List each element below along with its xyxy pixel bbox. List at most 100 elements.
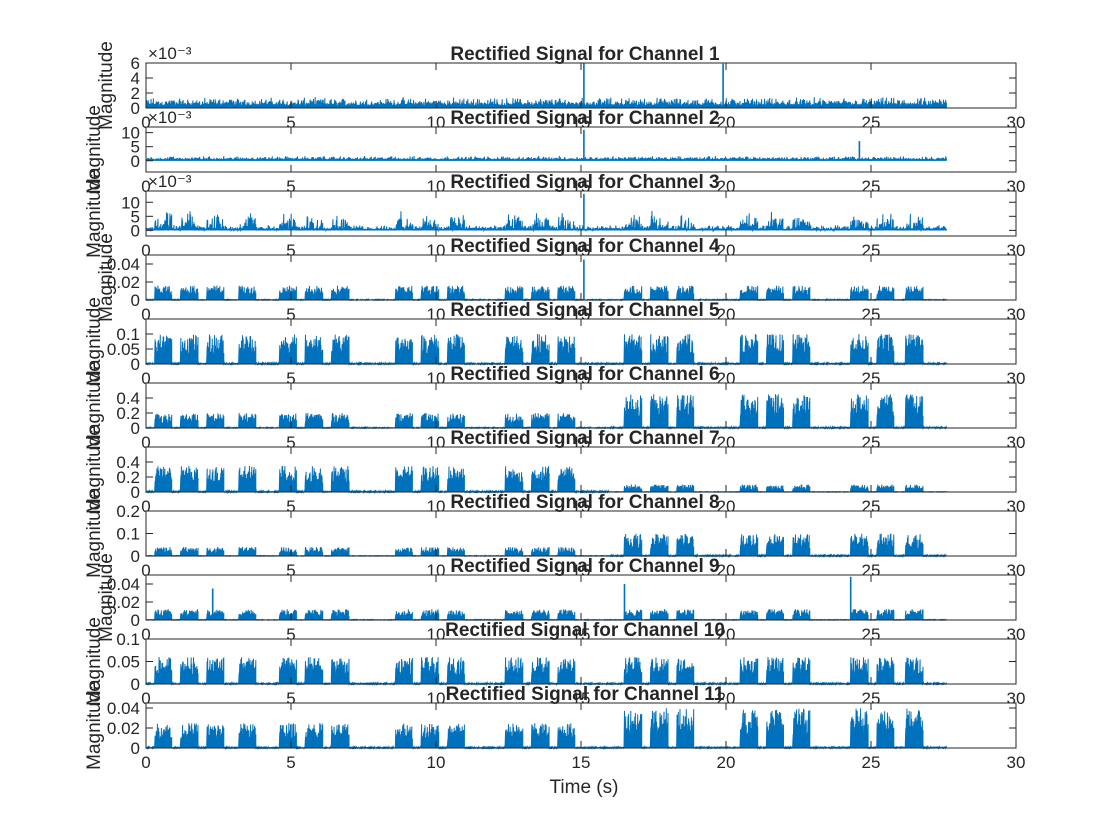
subplot-title: Rectified Signal for Channel 3	[450, 172, 719, 193]
subplot-channel-10: 00.050.10 5 10 15 20 25 30	[107, 630, 1026, 708]
y-tick-label: 6	[131, 54, 140, 73]
x-tick-label: 5	[286, 241, 295, 260]
x-tick-label: 0	[141, 433, 150, 452]
y-tick-label: 0	[131, 291, 140, 310]
subplot-title: Rectified Signal for Channel 2	[450, 108, 719, 129]
subplot-labels-9: Rectified Signal for Channel 9 Magnitude	[96, 553, 720, 642]
y-axis-label: Magnitude	[96, 553, 117, 642]
y-exponent-label: ×10⁻³	[148, 44, 192, 63]
subplot-labels-2: Rectified Signal for Channel 2 ×10⁻³ Magni…	[84, 105, 720, 194]
y-tick-label: 0	[131, 675, 140, 694]
subplot-title: Rectified Signal for Channel 7	[450, 428, 719, 449]
y-tick-label: 0.04	[107, 699, 140, 718]
x-tick-label: 0	[141, 241, 150, 260]
y-tick-label: 5	[131, 207, 140, 226]
subplot-channel-5: 00.050.10 5 10 15 20 25 30	[107, 318, 1025, 388]
subplot-overlays: Rectified Signal for Channel 1 ×10⁻³ Magni…	[84, 41, 1025, 798]
subplot-title: Rectified Signal for Channel 5	[450, 300, 720, 321]
y-tick-label: 0	[131, 739, 140, 758]
subplot-labels-7: Rectified Signal for Channel 7 Magnitude	[84, 425, 720, 514]
y-tick-label: 0.1	[116, 525, 140, 544]
y-tick-label: 0.04	[107, 575, 140, 594]
y-tick-label: 4	[131, 69, 140, 88]
x-tick-label: 0	[141, 753, 150, 772]
x-tick-label: 5	[286, 433, 295, 452]
subplot-channel-6: 00.20.40 5 10 15 20 25 30	[116, 382, 1025, 452]
subplot-labels-4: Rectified Signal for Channel 4 Magnitude	[96, 233, 720, 322]
y-tick-label: 0	[131, 152, 140, 171]
y-tick-label: 0.02	[107, 593, 140, 612]
y-tick-label: 0.2	[116, 404, 140, 423]
y-axis-label: Magnitude	[96, 233, 117, 322]
y-tick-label: 0.02	[107, 719, 140, 738]
x-tick-label: 5	[286, 497, 295, 516]
x-tick-label: 5	[286, 753, 295, 772]
y-axis-label: Magnitude	[84, 169, 105, 258]
y-tick-label: 0.05	[107, 340, 140, 359]
subplot-labels-6: Rectified Signal for Channel 6 Magnitude	[84, 361, 720, 450]
subplot-title: Rectified Signal for Channel 11	[446, 684, 725, 705]
y-exponent-label: ×10⁻³	[148, 172, 192, 191]
y-tick-label: 5	[131, 138, 140, 157]
y-exponent-label: ×10⁻³	[148, 108, 192, 127]
y-tick-label: 0	[131, 355, 140, 374]
y-tick-label: 0.1	[116, 325, 140, 344]
y-tick-label: 2	[131, 84, 140, 103]
y-tick-label: 10	[121, 124, 140, 143]
subplot-channel-4: 00.020.040 5 10 15 20 25 30	[107, 254, 1025, 324]
x-tick-label: 15	[572, 753, 591, 772]
subplot-labels-1: Rectified Signal for Channel 1 ×10⁻³ Magni…	[96, 41, 720, 130]
subplot-title: Rectified Signal for Channel 10	[445, 620, 725, 641]
y-tick-label: 0	[131, 483, 140, 502]
subplot-channel-8: 00.10.20 5 10 15 20 25 30	[116, 502, 1025, 580]
y-tick-label: 10	[121, 193, 140, 212]
x-tick-label: 5	[286, 369, 295, 388]
x-tick-label: 0	[141, 625, 150, 644]
subplot-title: Rectified Signal for Channel 6	[450, 364, 719, 385]
x-tick-label: 0	[141, 113, 150, 132]
axes-background	[146, 511, 1016, 556]
x-tick-label: 5	[286, 305, 295, 324]
y-axis-label: Magnitude	[84, 361, 105, 450]
subplot-title: Rectified Signal for Channel 4	[450, 236, 720, 257]
axes-background	[146, 127, 1016, 172]
y-axis-label: Magnitude	[84, 105, 105, 194]
signal-trace	[145, 210, 947, 233]
y-axis-label: Magnitude	[84, 297, 105, 386]
y-tick-label: 0.2	[116, 468, 140, 487]
subplot-title: Rectified Signal for Channel 9	[450, 556, 719, 577]
y-axis-label: Magnitude	[84, 681, 105, 770]
x-tick-label: 0	[141, 369, 150, 388]
y-tick-label: 0	[131, 611, 140, 630]
subplot-labels-10: Rectified Signal for Channel 10 Magnitude	[84, 617, 725, 706]
y-tick-label: 0	[131, 221, 140, 240]
x-tick-label: 5	[286, 561, 295, 580]
subplot-labels-8: Rectified Signal for Channel 8 Magnitude	[84, 489, 720, 578]
y-axis-label: Magnitude	[84, 489, 105, 578]
x-tick-label: 10	[427, 753, 446, 772]
y-tick-label: 0.04	[107, 255, 140, 274]
axes-background	[146, 575, 1016, 620]
x-tick-label: 0	[141, 177, 150, 196]
subplot-title: Rectified Signal for Channel 1	[450, 44, 720, 65]
y-tick-label: 0	[131, 547, 140, 566]
x-tick-label: 5	[286, 113, 295, 132]
x-tick-label: 0	[141, 497, 150, 516]
x-tick-label: 0	[141, 305, 150, 324]
y-axis-label: Magnitude	[84, 425, 105, 514]
bottom-x-axis: 0 5 10 15 20 25 30 Time (s)	[141, 753, 1025, 798]
x-tick-label: 25	[862, 753, 881, 772]
signal-trace	[145, 656, 947, 686]
y-axis-label: Magnitude	[84, 617, 105, 706]
x-tick-label: 30	[1007, 753, 1026, 772]
x-tick-label: 0	[141, 561, 150, 580]
y-axis-label: Magnitude	[96, 41, 117, 130]
subplot-channel-7: 00.20.40 5 10 15 20 25 30	[116, 446, 1025, 516]
subplot-labels-3: Rectified Signal for Channel 3 ×10⁻³ Magni…	[84, 169, 720, 258]
subplot-labels-11: Rectified Signal for Channel 11 Magnitude	[84, 681, 725, 770]
x-axis-label: Time (s)	[550, 777, 619, 798]
y-tick-label: 0.02	[107, 273, 140, 292]
y-tick-label: 0	[131, 99, 140, 118]
